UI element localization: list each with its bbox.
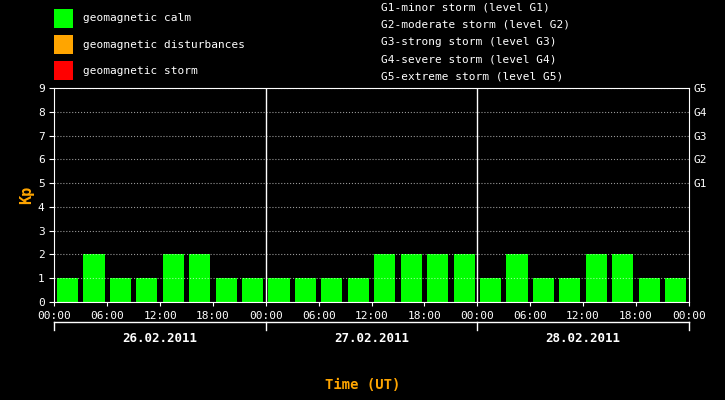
Bar	[110, 278, 131, 302]
Bar	[427, 254, 448, 302]
Bar	[480, 278, 501, 302]
Text: geomagnetic storm: geomagnetic storm	[83, 66, 198, 76]
Text: G5-extreme storm (level G5): G5-extreme storm (level G5)	[381, 71, 563, 81]
Bar	[57, 278, 78, 302]
Text: G3-strong storm (level G3): G3-strong storm (level G3)	[381, 37, 556, 47]
Bar	[136, 278, 157, 302]
Text: G2-moderate storm (level G2): G2-moderate storm (level G2)	[381, 20, 570, 30]
Text: 26.02.2011: 26.02.2011	[123, 332, 198, 345]
Bar	[639, 278, 660, 302]
Bar	[506, 254, 528, 302]
Text: Time (UT): Time (UT)	[325, 378, 400, 392]
Bar	[374, 254, 395, 302]
FancyBboxPatch shape	[54, 61, 72, 80]
Text: G1-minor storm (level G1): G1-minor storm (level G1)	[381, 2, 550, 12]
Bar	[348, 278, 369, 302]
FancyBboxPatch shape	[54, 35, 72, 54]
Bar	[295, 278, 316, 302]
Bar	[454, 254, 475, 302]
Text: geomagnetic disturbances: geomagnetic disturbances	[83, 40, 245, 50]
Bar	[401, 254, 422, 302]
Bar	[215, 278, 237, 302]
Bar	[268, 278, 289, 302]
Bar	[242, 278, 263, 302]
Y-axis label: Kp: Kp	[19, 186, 34, 204]
FancyBboxPatch shape	[54, 9, 72, 28]
Bar	[83, 254, 104, 302]
Bar	[586, 254, 607, 302]
Text: 27.02.2011: 27.02.2011	[334, 332, 409, 345]
Bar	[533, 278, 554, 302]
Bar	[612, 254, 633, 302]
Bar	[321, 278, 342, 302]
Bar	[559, 278, 581, 302]
Text: G4-severe storm (level G4): G4-severe storm (level G4)	[381, 54, 556, 64]
Text: 28.02.2011: 28.02.2011	[545, 332, 621, 345]
Bar	[665, 278, 686, 302]
Text: geomagnetic calm: geomagnetic calm	[83, 14, 191, 24]
Bar	[162, 254, 184, 302]
Bar	[189, 254, 210, 302]
